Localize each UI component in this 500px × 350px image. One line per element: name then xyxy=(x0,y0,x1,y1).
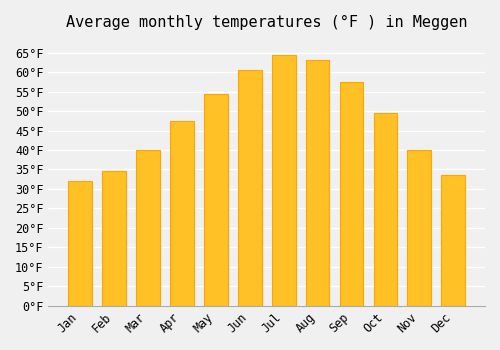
Bar xyxy=(68,181,92,306)
Bar xyxy=(272,55,295,306)
Bar xyxy=(340,82,363,306)
Bar xyxy=(204,93,228,306)
Title: Average monthly temperatures (°F ) in Meggen: Average monthly temperatures (°F ) in Me… xyxy=(66,15,468,30)
Bar xyxy=(442,175,465,306)
Bar xyxy=(408,150,431,306)
Bar xyxy=(306,61,330,306)
Bar xyxy=(136,150,160,306)
Bar xyxy=(374,113,398,306)
Bar xyxy=(170,121,194,306)
Bar xyxy=(102,172,126,306)
Bar xyxy=(238,70,262,306)
